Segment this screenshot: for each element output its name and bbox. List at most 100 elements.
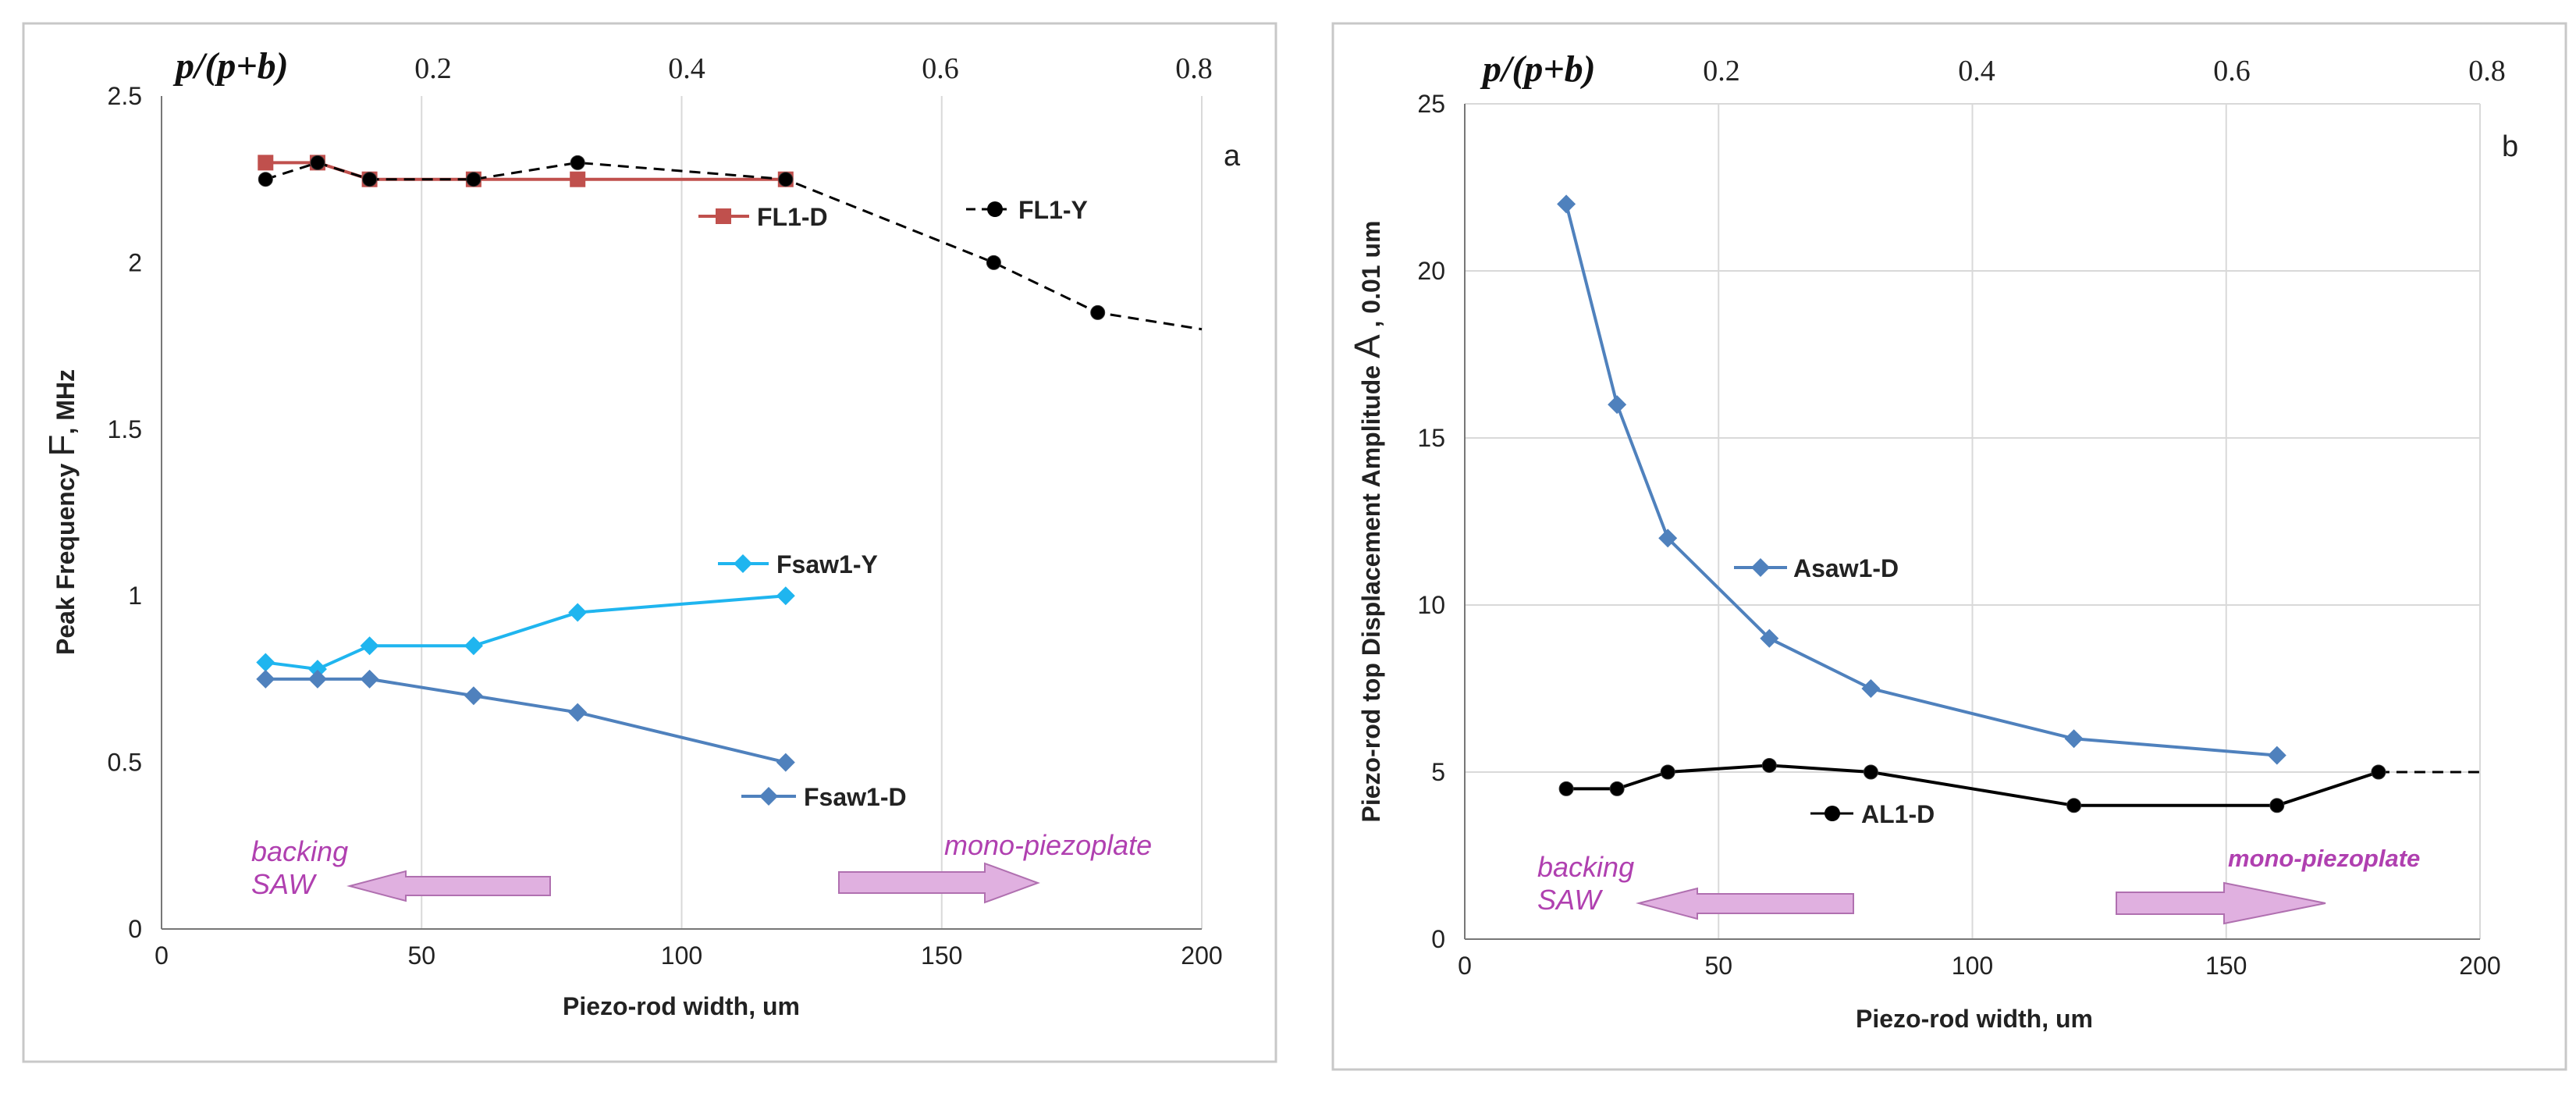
panel-a-series-fl1-y-point-2 xyxy=(362,172,378,187)
panel-a-annotation-backing: backing SAW xyxy=(251,835,348,900)
legend-fl1-y-label: FL1-Y xyxy=(1018,196,1088,224)
panel-b-top-tick-0.8: 0.8 xyxy=(2468,55,2506,87)
panel-a-series-fsaw1-y-point-5 xyxy=(776,586,795,606)
panel-a-x-tick-50: 50 xyxy=(407,941,435,970)
panel-a-series-fsaw1-d-point-5 xyxy=(776,753,795,772)
panel-a-top-tick-0.4: 0.4 xyxy=(668,52,705,85)
panel-b-annotation-mono: mono-piezoplate xyxy=(2228,845,2420,872)
panel-a-annotation-backing-line1: backing xyxy=(251,835,348,867)
legend-fl1-y-marker xyxy=(987,201,1003,217)
panel-b-series-al1-d-point-7 xyxy=(2371,764,2386,780)
panel-a-frame xyxy=(22,22,1277,1063)
panel-a-series-fsaw1-y-point-3 xyxy=(464,636,483,656)
panel-b-y-tick-0: 0 xyxy=(1431,925,1445,953)
panel-b-top-tick-0.6: 0.6 xyxy=(2213,55,2251,87)
panel-a-series-fl1-y-point-6 xyxy=(986,254,1001,270)
panel-b-y-label-prefix: Piezo-rod top Displacement Amplitude xyxy=(1357,358,1385,822)
panel-b-x-tick-100: 100 xyxy=(1952,952,1993,980)
panel-b-y-tick-20: 20 xyxy=(1417,257,1445,285)
panel-a: 0 50 100 150 200 0 0.5 1 1.5 2 2.5 0.2 0.4 0.6 0.8 p/(… xyxy=(22,22,1277,1063)
panel-a-x-tick-0: 0 xyxy=(155,941,169,970)
panel-a-series-fsaw1-y-point-2 xyxy=(360,636,379,656)
panel-a-series-fl1-y-point-5 xyxy=(778,172,794,187)
panel-a-x-tick-150: 150 xyxy=(921,941,962,970)
panel-b-grid xyxy=(1465,103,2481,939)
panel-a-x-tick-100: 100 xyxy=(661,941,702,970)
panel-b-series-al1-d-point-1 xyxy=(1609,781,1625,796)
panel-a-y-tick-0.5: 0.5 xyxy=(108,749,142,777)
panel-b-y-tick-10: 10 xyxy=(1417,591,1445,619)
legend-fsaw1-d-marker xyxy=(759,787,778,806)
legend-fl1-d-marker xyxy=(716,208,731,224)
panel-a-series-fl1-d-point-0 xyxy=(258,155,274,171)
panel-b-series-asaw1-d-point-2 xyxy=(1658,529,1678,548)
panel-a-top-axis-label: p/(p+b) xyxy=(172,45,289,87)
panel-a-series-fl1-y-point-0 xyxy=(258,172,273,187)
panel-a-ticks: 0 50 100 150 200 0 0.5 1 1.5 2 2.5 0.2 0.4 0.6 0.8 xyxy=(108,52,1223,970)
panel-b-y-tick-15: 15 xyxy=(1417,424,1445,452)
panel-a-series-fsaw1-d-point-0 xyxy=(256,669,275,689)
panel-a-y-tick-2: 2 xyxy=(128,248,142,276)
legend-fsaw1-y-marker xyxy=(734,554,752,573)
panel-b-top-tick-0.4: 0.4 xyxy=(1958,55,1995,87)
panel-a-series-fl1-y-point-4 xyxy=(570,155,585,170)
panel-b-series-al1-d-point-2 xyxy=(1660,764,1675,780)
legend-fl1-d-label: FL1-D xyxy=(757,203,828,231)
panel-a-series-fsaw1-y-line xyxy=(265,594,786,671)
panel-b-left-arrow xyxy=(1636,887,1854,920)
panel-a-y-tick-2.5: 2.5 xyxy=(108,82,142,110)
panel-a-series-fsaw1-y-point-0 xyxy=(256,653,275,672)
panel-b-series-asaw1-d-point-5 xyxy=(2064,729,2084,749)
panel-b-top-axis-label: p/(p+b) xyxy=(1480,48,1596,90)
panel-a-y-label-symbol: F xyxy=(41,435,82,457)
panel-a-y-axis-label: Peak Frequency F, MHz xyxy=(41,369,82,655)
panel-b-series-al1-d-point-5 xyxy=(2066,798,2082,813)
panel-b-series xyxy=(1557,194,2480,813)
panel-a-series-fl1-y-point-7 xyxy=(1090,304,1106,320)
panel-b-top-tick-0.2: 0.2 xyxy=(1703,55,1740,87)
panel-b-series-asaw1-d-point-4 xyxy=(1861,679,1881,698)
panel-b-annotation-backing: backing SAW xyxy=(1537,851,1634,916)
panel-a-series-fsaw1-d-point-1 xyxy=(307,669,327,689)
panel-a-series-fl1-d-point-4 xyxy=(570,171,586,187)
panel-a-y-tick-1: 1 xyxy=(128,582,142,610)
panel-b-y-axis-label: Piezo-rod top Displacement Amplitude A ,… xyxy=(1347,221,1387,823)
panel-a-grid xyxy=(421,96,1203,929)
panel-a-series-fl1-y-point-3 xyxy=(466,172,481,187)
panel-a-x-tick-200: 200 xyxy=(1181,941,1222,970)
legend-fsaw1-y-label: Fsaw1-Y xyxy=(776,550,878,578)
panel-b-series-al1-d-point-3 xyxy=(1761,757,1777,773)
panel-a-series-fsaw1-y-point-1 xyxy=(307,660,327,679)
panel-b-series-al1-d-line xyxy=(1566,763,2379,807)
panel-a-series-fl1-d-line xyxy=(265,161,786,181)
panel-b-x-tick-0: 0 xyxy=(1458,952,1472,980)
panel-b-series-al1-d-point-0 xyxy=(1558,781,1574,796)
panel-b-series-al1-d-point-6 xyxy=(2269,798,2285,813)
panel-b-right-arrow xyxy=(2116,881,2326,925)
panel-a-left-arrow xyxy=(346,870,551,902)
panel-a-letter: a xyxy=(1224,140,1241,173)
panel-a-y-tick-0: 0 xyxy=(128,915,142,943)
panel-a-series xyxy=(256,155,1203,772)
legend-asaw1-d-marker xyxy=(1751,558,1770,577)
panel-a-top-tick-0.6: 0.6 xyxy=(922,52,959,85)
panel-a-top-tick-0.8: 0.8 xyxy=(1175,52,1213,85)
panel-a-series-fsaw1-d-point-4 xyxy=(568,703,588,722)
panel-b-series-asaw1-d-point-6 xyxy=(2267,746,2286,765)
panel-a-x-axis-label: Piezo-rod width, um xyxy=(563,992,800,1020)
legend-al1-d-marker xyxy=(1825,806,1840,821)
panel-b-series-asaw1-d-point-3 xyxy=(1760,628,1779,648)
panel-b-series-al1-d-point-4 xyxy=(1863,764,1878,780)
panel-b-x-tick-150: 150 xyxy=(2205,952,2247,980)
panel-b-y-tick-25: 25 xyxy=(1417,90,1445,118)
panel-b-series-asaw1-d-point-0 xyxy=(1557,194,1576,214)
panel-b-annotation-backing-line1: backing xyxy=(1537,851,1634,883)
panel-b-annotation-backing-line2: SAW xyxy=(1537,884,1603,916)
panel-a-annotation-mono: mono-piezoplate xyxy=(944,829,1152,861)
panel-a-annotation-backing-line2: SAW xyxy=(251,868,317,900)
panel-b-y-tick-5: 5 xyxy=(1431,758,1445,786)
panel-a-series-fsaw1-y-point-4 xyxy=(568,603,588,622)
panel-b-y-label-symbol: A xyxy=(1347,334,1387,358)
panel-b-series-asaw1-d-point-1 xyxy=(1608,395,1627,415)
